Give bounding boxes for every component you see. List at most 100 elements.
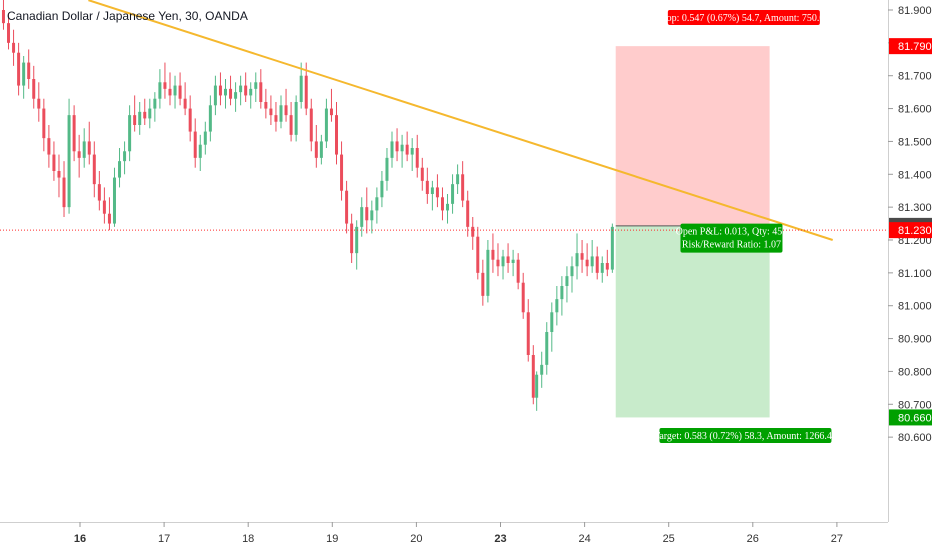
candle-body bbox=[535, 374, 539, 398]
candle-body bbox=[340, 154, 344, 191]
candle-body bbox=[451, 184, 455, 204]
candle-body bbox=[223, 88, 227, 96]
y-tick-label: 81.400 bbox=[898, 169, 932, 181]
target-price-tag: 80.660 bbox=[889, 409, 932, 426]
y-tick-label: 81.500 bbox=[898, 136, 932, 148]
candle-body bbox=[501, 256, 505, 267]
candle-body bbox=[570, 266, 574, 277]
candle-body bbox=[188, 108, 192, 132]
candle-body bbox=[183, 98, 187, 109]
x-tick-label: 18 bbox=[242, 533, 254, 545]
candle-body bbox=[198, 144, 202, 158]
candle-body bbox=[410, 147, 414, 155]
y-tick-label: 81.700 bbox=[898, 71, 932, 83]
candle-body bbox=[329, 108, 333, 116]
candle-body bbox=[565, 276, 569, 286]
candle-body bbox=[193, 131, 197, 158]
candle-body bbox=[395, 141, 399, 152]
candle-body bbox=[249, 88, 253, 96]
y-tick-label: 80.900 bbox=[898, 334, 932, 346]
candle-body bbox=[274, 115, 278, 122]
candle-body bbox=[605, 262, 609, 270]
candle-body bbox=[461, 174, 465, 201]
candle-body bbox=[491, 249, 495, 260]
candle-body bbox=[7, 23, 11, 43]
candle-body bbox=[259, 82, 263, 102]
candle-body bbox=[264, 101, 268, 109]
candle-body bbox=[350, 223, 354, 254]
candle-body bbox=[511, 259, 515, 263]
x-tick-label: 20 bbox=[410, 533, 422, 545]
candle-body bbox=[370, 210, 374, 221]
pnl-label-box: Open P&L: 0.013, Qty: 457 Risk/Reward Rat… bbox=[676, 223, 788, 253]
candle-body bbox=[471, 226, 475, 237]
trendline[interactable] bbox=[88, 0, 834, 241]
candle-body bbox=[107, 213, 111, 224]
stop-price-tag-text: 81.790 bbox=[898, 41, 932, 53]
candle-body bbox=[234, 92, 238, 99]
candle-body bbox=[420, 167, 424, 181]
x-tick-label: 23 bbox=[494, 533, 506, 545]
candle-body bbox=[128, 115, 132, 152]
candle-body bbox=[385, 157, 389, 181]
stop-zone bbox=[615, 46, 770, 226]
chart-title: Canadian Dollar / Japanese Yen, 30, OAND… bbox=[7, 9, 248, 23]
candle-body bbox=[173, 85, 177, 96]
candle-body bbox=[12, 42, 16, 53]
candle-body bbox=[17, 52, 21, 86]
candle-body bbox=[133, 115, 137, 125]
candle-body bbox=[123, 151, 127, 162]
candle-body bbox=[324, 108, 328, 142]
candle-body bbox=[600, 262, 604, 273]
candle-body bbox=[526, 312, 530, 355]
candle-body bbox=[304, 75, 308, 109]
candle-body bbox=[87, 141, 91, 155]
candle-body bbox=[309, 108, 313, 142]
candle-body bbox=[390, 141, 394, 158]
candle-body bbox=[440, 197, 444, 211]
x-tick-label: 19 bbox=[326, 533, 338, 545]
candle-body bbox=[153, 98, 157, 109]
target-label-text: Target: 0.583 (0.72%) 58.3, Amount: 1266… bbox=[654, 431, 837, 442]
candle-body bbox=[476, 236, 480, 273]
candle-body bbox=[545, 331, 549, 365]
candle-body bbox=[405, 144, 409, 155]
candle-body bbox=[77, 151, 81, 158]
candle-body bbox=[112, 177, 116, 224]
candle-body bbox=[299, 75, 303, 102]
rr-label-text: Risk/Reward Ratio: 1.07 bbox=[682, 240, 781, 251]
candle-body bbox=[560, 285, 564, 300]
target-label-box: Target: 0.583 (0.72%) 58.3, Amount: 1266… bbox=[654, 427, 837, 443]
candle-body bbox=[143, 111, 147, 119]
candle-body bbox=[208, 105, 212, 132]
entry-price-tag-bg bbox=[889, 222, 932, 239]
candle-body bbox=[163, 82, 167, 89]
x-tick-label: 24 bbox=[578, 533, 590, 545]
target-zone bbox=[615, 225, 770, 418]
candle-body bbox=[42, 108, 46, 139]
stop-label-text: Stop: 0.547 (0.67%) 54.7, Amount: 750.02 bbox=[658, 13, 829, 24]
candle-body bbox=[521, 282, 525, 313]
candle-body bbox=[294, 101, 298, 135]
x-tick-label: 17 bbox=[158, 533, 170, 545]
trendline-layer[interactable] bbox=[88, 0, 834, 241]
position-zones bbox=[615, 46, 770, 418]
candle-body bbox=[435, 187, 439, 198]
x-tick-label: 16 bbox=[74, 533, 86, 545]
candle-body bbox=[585, 259, 589, 267]
candles bbox=[1, 0, 614, 411]
entry-price-tag-text: 81.230 bbox=[898, 225, 932, 237]
candle-body bbox=[218, 85, 222, 96]
candle-body bbox=[610, 226, 614, 270]
candle-body bbox=[279, 105, 283, 122]
candle-body bbox=[168, 88, 172, 96]
pnl-label-text: Open P&L: 0.013, Qty: 457 bbox=[676, 227, 788, 238]
candle-body bbox=[67, 115, 71, 208]
candle-body bbox=[82, 141, 86, 158]
candle-body bbox=[540, 364, 544, 375]
y-tick-label: 81.300 bbox=[898, 202, 932, 214]
candle-body bbox=[496, 259, 500, 267]
candle-body bbox=[284, 105, 288, 116]
